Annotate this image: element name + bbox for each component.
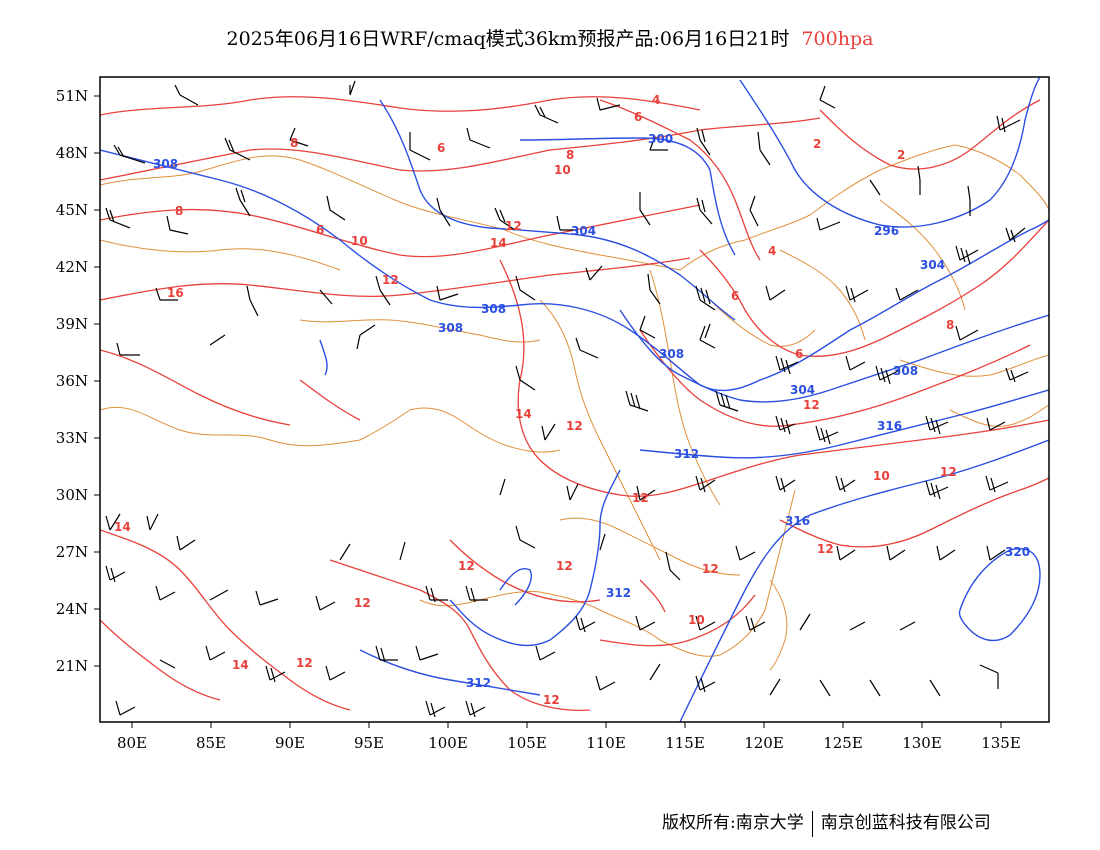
lon-labels: 80E 85E 90E 95E 100E 105E 110E 115E 120E… [117,734,1021,752]
lat-tick-label: 51N [56,87,88,105]
lat-tick-label: 39N [56,315,88,333]
temp-label: 16 [167,286,184,300]
temp-label-group: 4 6 2 8 6 8 10 2 8 6 10 14 12 12 4 6 16 … [114,93,957,707]
temp-label: 2 [897,148,905,162]
temp-label: 12 [702,562,719,576]
lon-tick-label: 100E [428,734,468,752]
temp-label: 10 [554,163,571,177]
temp-label: 10 [873,469,890,483]
temp-label: 8 [290,136,298,150]
temp-label: 12 [556,559,573,573]
temp-label: 14 [232,658,249,672]
height-label: 304 [920,258,945,272]
lat-labels: 51N 48N 45N 42N 39N 36N 33N 30N 27N 24N … [56,87,88,675]
borders-layer [100,144,1049,671]
temp-label: 14 [114,520,131,534]
height-label: 308 [481,302,506,316]
height-label: 312 [606,586,631,600]
height-label: 316 [785,514,810,528]
lat-tick-label: 33N [56,429,88,447]
height-label: 304 [790,383,815,397]
lon-tick-label: 90E [275,734,305,752]
map-frame [99,76,1050,723]
temp-label: 8 [175,204,183,218]
temp-label: 12 [354,596,371,610]
lat-tick-label: 45N [56,201,88,219]
temp-label: 12 [817,542,834,556]
lon-tick-label: 125E [823,734,863,752]
lat-tick-label: 30N [56,486,88,504]
height-label-group: 308 300 304 296 304 308 308 308 304 308 … [153,132,1030,690]
temp-label: 12 [458,559,475,573]
height-label: 300 [648,132,673,146]
lon-tick-label: 120E [744,734,784,752]
lon-tick-label: 80E [117,734,147,752]
temp-label: 12 [296,656,313,670]
lat-tick-label: 36N [56,372,88,390]
lon-axis [131,722,1002,728]
lat-tick-label: 48N [56,144,88,162]
temp-label: 6 [634,110,642,124]
height-label: 308 [659,347,684,361]
copyright-company: 南京创蓝科技有限公司 [820,813,991,833]
lon-tick-label: 105E [507,734,547,752]
temperature-contours [100,96,1049,711]
temp-label: 8 [566,148,574,162]
lon-tick-label: 95E [354,734,384,752]
temp-label: 2 [813,137,821,151]
copyright-footer: 版权所有:南京大学 南京创蓝科技有限公司 [662,808,991,837]
temp-label: 14 [515,407,532,421]
title-level: 700hpa [801,28,874,50]
height-label: 308 [893,364,918,378]
lon-tick-label: 115E [665,734,705,752]
lon-tick-label: 85E [196,734,226,752]
height-contours [100,77,1049,722]
temp-label: 12 [940,465,957,479]
temp-label: 6 [731,289,739,303]
height-label: 296 [874,224,899,238]
temp-label: 12 [543,693,560,707]
temp-label: 10 [351,234,368,248]
wind-barbs [105,80,1029,718]
temp-label: 14 [490,236,507,250]
temp-label: 8 [946,318,954,332]
temp-label: 12 [632,491,649,505]
title-main: 2025年06月16日WRF/cmaq模式36km预报产品:06月16日21时 [226,28,790,50]
temp-label: 6 [437,141,445,155]
height-label: 312 [674,447,699,461]
temp-label: 12 [803,398,820,412]
lat-axis [94,95,100,667]
lon-tick-label: 110E [586,734,626,752]
lat-tick-label: 24N [56,600,88,618]
lon-tick-label: 135E [981,734,1021,752]
temp-label: 12 [566,419,583,433]
lat-tick-label: 27N [56,543,88,561]
temp-label: 4 [652,93,660,107]
lon-tick-label: 130E [902,734,942,752]
temp-label: 6 [795,347,803,361]
temp-label: 12 [382,273,399,287]
height-label: 316 [877,419,902,433]
height-label: 308 [438,321,463,335]
lat-tick-label: 21N [56,657,88,675]
height-label: 304 [571,224,596,238]
copyright-owner: 版权所有:南京大学 [662,813,804,833]
temp-label: 12 [505,219,522,233]
lat-tick-label: 42N [56,258,88,276]
height-label: 308 [153,157,178,171]
chart-title: 2025年06月16日WRF/cmaq模式36km预报产品:06月16日21时 7… [0,24,1100,51]
height-label: 312 [466,676,491,690]
height-label: 320 [1005,545,1030,559]
temp-label: 10 [688,613,705,627]
temp-label: 6 [316,223,324,237]
map-background [100,77,1049,722]
temp-label: 4 [768,244,776,258]
footer-divider [811,810,813,837]
